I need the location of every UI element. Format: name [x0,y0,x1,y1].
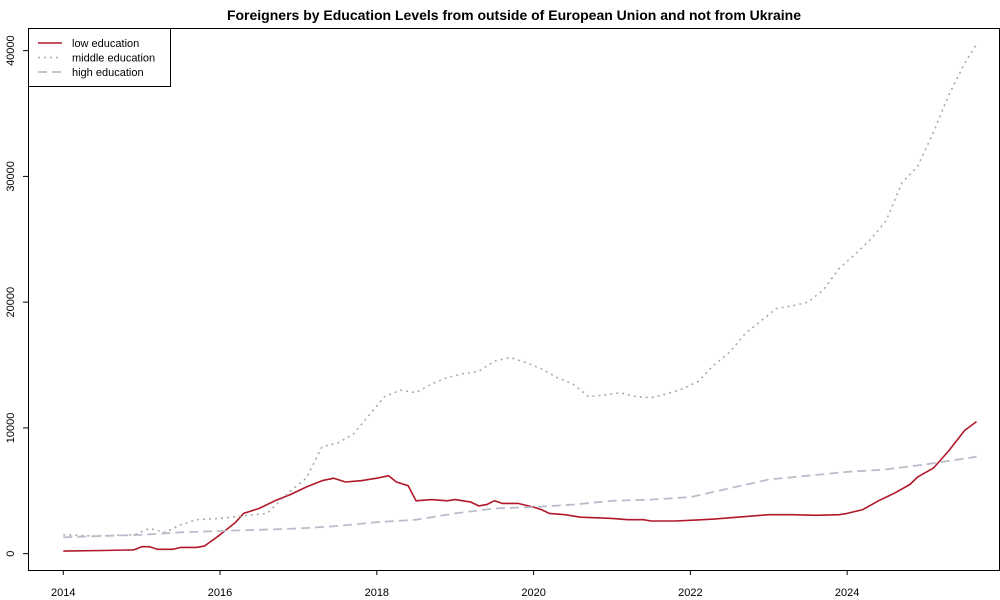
legend: low education middle education high educat… [28,28,171,87]
x-tick-label: 2022 [678,587,702,599]
legend-label: middle education [72,53,155,65]
series-line-middle-education [63,43,978,537]
y-tick-label: 20000 [5,287,17,318]
y-tick-label: 40000 [5,35,17,66]
plot-frame [28,28,1000,571]
legend-box [28,28,171,87]
plot-border [28,28,1000,571]
y-tick-label: 30000 [5,161,17,192]
series-line-high-education [63,455,977,539]
x-tick-label: 2020 [521,587,545,599]
y-tick-label: 0 [5,551,17,557]
chart-title: Foreigners by Education Levels from outs… [227,7,801,23]
y-axis: 0 10000 20000 30000 40000 [5,35,28,557]
series-layer [63,43,978,552]
x-tick-label: 2016 [208,587,232,599]
legend-label: high education [72,67,144,79]
x-tick-label: 2018 [365,587,389,599]
y-tick-label: 10000 [5,413,17,444]
x-tick-label: 2024 [835,587,859,599]
x-tick-label: 2014 [51,587,75,599]
x-axis: 2014 2016 2018 2020 2022 2024 [51,570,859,599]
legend-label: low education [72,38,139,50]
series-line-low-education [63,420,977,552]
